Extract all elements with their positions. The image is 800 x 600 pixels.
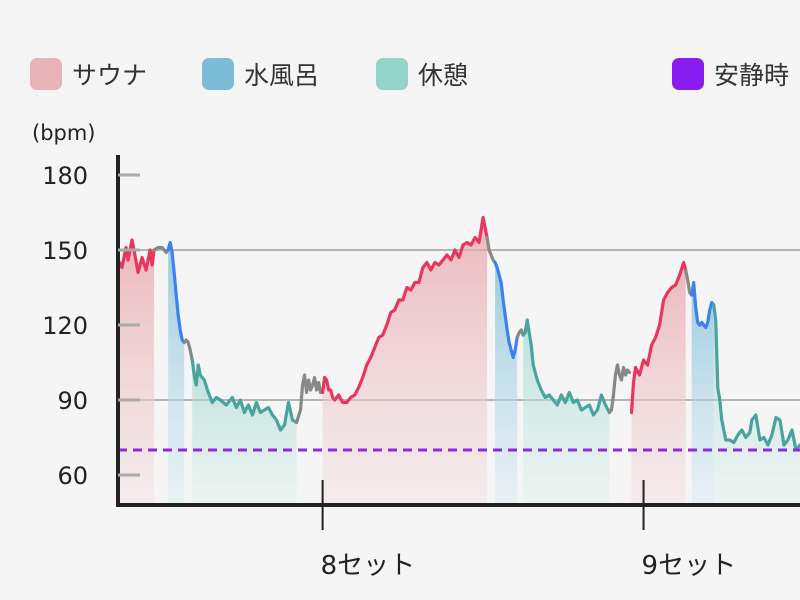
legend: サウナ 水風呂 休憩 安静時 — [30, 56, 800, 100]
y-axis-unit-label: (bpm) — [32, 121, 96, 145]
legend-label-resting: 安静時 — [714, 61, 790, 90]
y-tick-label-180: 180 — [42, 162, 88, 190]
legend-swatch-cold-bath — [202, 58, 234, 90]
legend-label-cold-bath: 水風呂 — [244, 61, 320, 90]
hr-line-rest-4 — [190, 358, 299, 432]
phase-areas — [118, 217, 800, 505]
legend-swatch-sauna — [30, 58, 62, 90]
area-sauna-0 — [118, 240, 155, 505]
legend-label-sauna: サウナ — [72, 61, 148, 90]
hr-line-transition-11 — [607, 363, 632, 415]
area-rest-10 — [523, 320, 610, 505]
hr-line-cold-8 — [493, 260, 519, 360]
hr-line-cold-14 — [690, 280, 716, 330]
y-tick-label-150: 150 — [42, 237, 88, 265]
legend-label-rest: 休憩 — [418, 61, 469, 90]
hr-line-sauna-12 — [629, 260, 688, 415]
legend-item-cold-bath: 水風呂 — [202, 56, 319, 92]
x-ticks: 8セット 9セット — [321, 480, 736, 581]
axes — [116, 155, 800, 507]
area-rest-15 — [713, 305, 800, 505]
area-cold-2 — [168, 242, 185, 505]
area-sauna-12 — [631, 262, 686, 505]
x-tick-label-1: 9セット — [642, 551, 737, 581]
y-tick-label-60: 60 — [57, 462, 88, 490]
hr-line-rest-15 — [712, 303, 800, 452]
heart-rate-lines — [116, 215, 800, 452]
area-cold-8 — [495, 262, 518, 505]
area-cold-14 — [691, 282, 714, 505]
hr-line-transition-5 — [294, 373, 323, 425]
hr-line-sauna-6 — [321, 215, 489, 405]
hr-line-transition-1 — [152, 245, 170, 255]
legend-swatch-resting — [672, 58, 704, 90]
area-sauna-6 — [322, 217, 488, 505]
hr-line-transition-7 — [485, 235, 497, 265]
legend-item-sauna: サウナ — [30, 56, 147, 92]
legend-swatch-rest — [376, 58, 408, 90]
hr-line-transition-9 — [515, 328, 525, 340]
x-tick-label-0: 8セット — [321, 551, 416, 581]
legend-item-rest: 休憩 — [376, 56, 468, 92]
y-tick-label-90: 90 — [57, 387, 88, 415]
hr-line-cold-2 — [166, 240, 186, 345]
hr-line-transition-3 — [182, 338, 194, 362]
area-rest-4 — [192, 360, 297, 505]
hr-line-rest-10 — [521, 318, 612, 417]
legend-item-resting: 安静時 — [672, 56, 789, 92]
y-tick-label-120: 120 — [42, 312, 88, 340]
y-ticks: 60 90 120 150 180 — [42, 162, 140, 490]
